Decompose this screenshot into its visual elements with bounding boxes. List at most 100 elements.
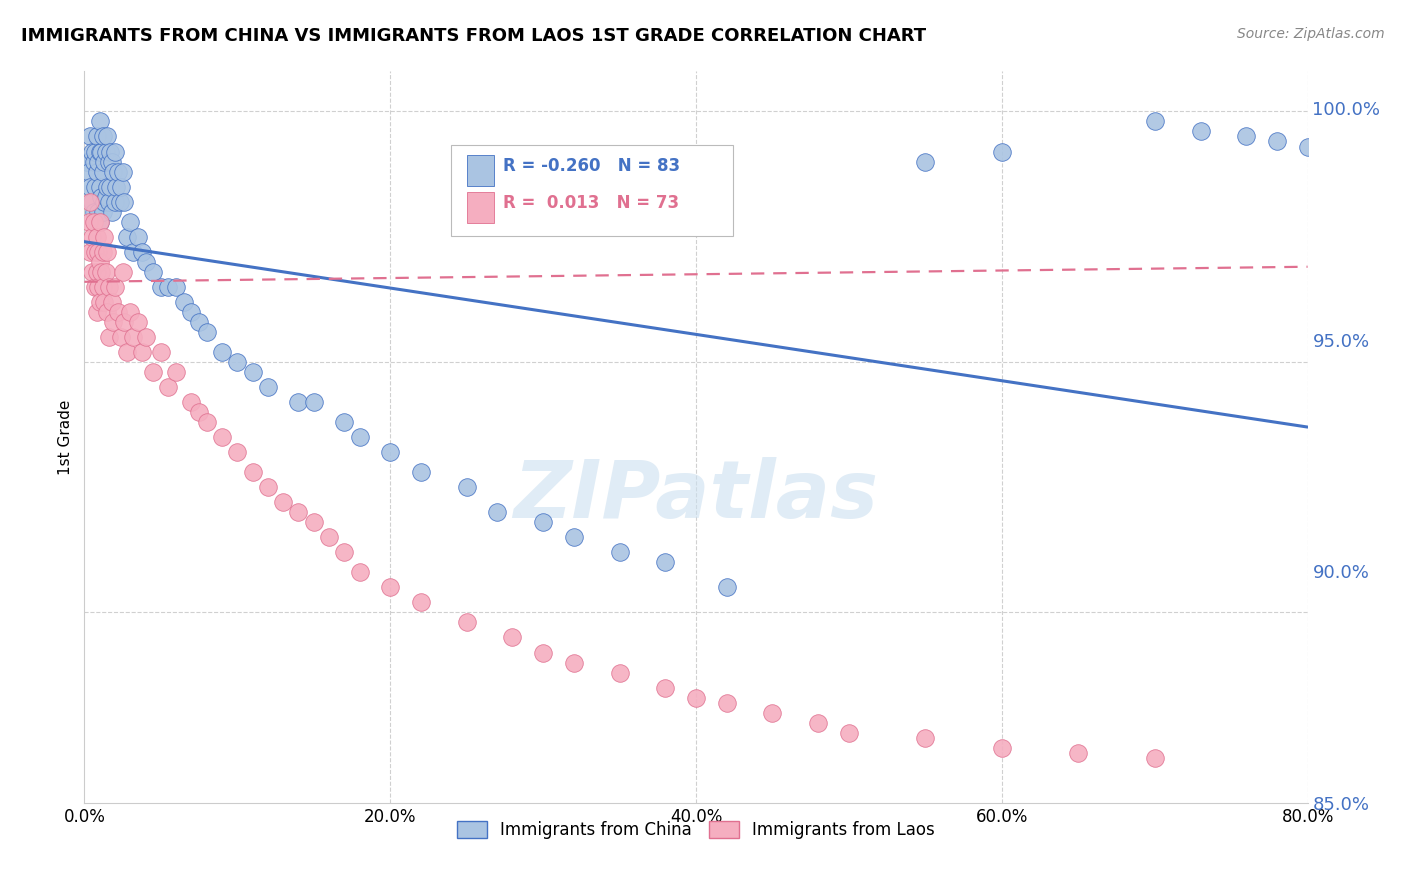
Point <box>103 315 125 329</box>
Bar <box>467 192 494 223</box>
Point <box>654 555 676 569</box>
Point <box>226 355 249 369</box>
Point <box>80 229 103 244</box>
Y-axis label: 1st Grade: 1st Grade <box>58 400 73 475</box>
Point <box>96 244 118 259</box>
Text: R = -0.260   N = 83: R = -0.260 N = 83 <box>503 157 681 175</box>
Legend: Immigrants from China, Immigrants from Laos: Immigrants from China, Immigrants from L… <box>450 814 942 846</box>
Point <box>188 405 211 419</box>
Point <box>257 380 280 394</box>
Point <box>90 145 112 159</box>
Point <box>242 465 264 479</box>
Text: IMMIGRANTS FROM CHINA VS IMMIGRANTS FROM LAOS 1ST GRADE CORRELATION CHART: IMMIGRANTS FROM CHINA VS IMMIGRANTS FROM… <box>21 27 927 45</box>
Point <box>502 631 524 645</box>
Point <box>110 330 132 344</box>
Point <box>149 280 172 294</box>
Point <box>86 229 108 244</box>
Point <box>89 294 111 309</box>
Point <box>287 505 309 519</box>
Point <box>90 189 112 203</box>
Point <box>120 305 142 319</box>
Point <box>302 515 325 529</box>
Point <box>115 345 138 359</box>
Point <box>105 179 128 194</box>
Point <box>79 179 101 194</box>
Point <box>104 145 127 159</box>
Point <box>456 615 478 630</box>
Point <box>79 194 101 209</box>
Point <box>87 244 110 259</box>
Point <box>333 545 356 559</box>
Point <box>89 179 111 194</box>
Point <box>195 415 218 429</box>
Point <box>101 294 124 309</box>
Text: R =  0.013   N = 73: R = 0.013 N = 73 <box>503 194 679 211</box>
Point <box>94 189 117 203</box>
Point <box>157 280 180 294</box>
Point <box>180 395 202 409</box>
Point <box>89 114 111 128</box>
Point <box>486 505 509 519</box>
Point <box>101 154 124 169</box>
Text: ZIPatlas: ZIPatlas <box>513 457 879 534</box>
Point <box>716 696 738 710</box>
Point <box>96 179 118 194</box>
Point <box>409 465 432 479</box>
Point <box>84 244 107 259</box>
Point <box>131 244 153 259</box>
Point <box>84 145 107 159</box>
Point <box>318 530 340 544</box>
FancyBboxPatch shape <box>451 145 733 235</box>
Point <box>654 681 676 695</box>
Point <box>110 179 132 194</box>
Point <box>87 280 110 294</box>
Point <box>991 740 1014 755</box>
Point <box>609 545 631 559</box>
Point <box>96 305 118 319</box>
Point <box>271 495 294 509</box>
Point <box>89 214 111 228</box>
Point <box>101 204 124 219</box>
Point <box>991 145 1014 159</box>
Point <box>456 480 478 494</box>
Point <box>93 154 115 169</box>
Point <box>188 315 211 329</box>
Point <box>79 244 101 259</box>
Point <box>98 145 121 159</box>
Point <box>83 154 105 169</box>
Point <box>77 214 100 228</box>
Point <box>112 315 135 329</box>
Point <box>84 179 107 194</box>
Point <box>87 204 110 219</box>
Point <box>914 154 936 169</box>
Point <box>103 164 125 178</box>
Point <box>86 129 108 144</box>
Point <box>87 154 110 169</box>
Point <box>838 725 860 739</box>
Point <box>89 254 111 268</box>
Point <box>104 280 127 294</box>
Point <box>83 204 105 219</box>
Point <box>1189 124 1212 138</box>
Point <box>349 430 371 444</box>
Point <box>89 145 111 159</box>
Point <box>257 480 280 494</box>
Point <box>94 145 117 159</box>
Point <box>807 715 830 730</box>
Point <box>127 229 149 244</box>
Point <box>135 254 157 268</box>
Point <box>84 280 107 294</box>
Point <box>122 330 145 344</box>
Point <box>80 145 103 159</box>
Point <box>76 154 98 169</box>
Point <box>104 194 127 209</box>
Point <box>97 194 120 209</box>
Point <box>333 415 356 429</box>
Point <box>108 194 131 209</box>
Point <box>94 265 117 279</box>
Point <box>80 265 103 279</box>
Point <box>93 194 115 209</box>
Point <box>1143 750 1166 764</box>
Point <box>409 595 432 609</box>
Point <box>173 294 195 309</box>
